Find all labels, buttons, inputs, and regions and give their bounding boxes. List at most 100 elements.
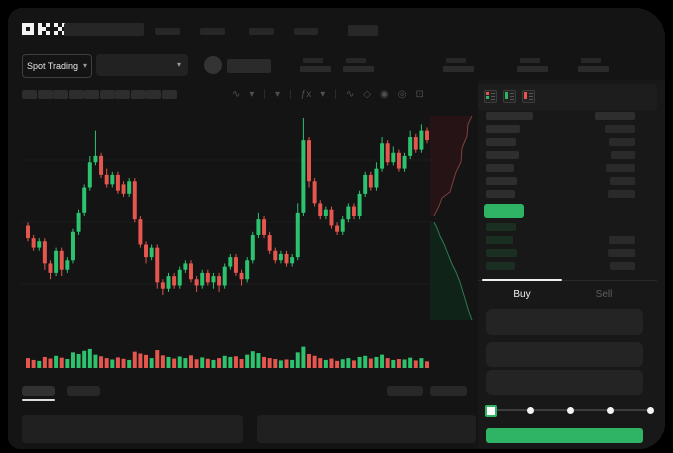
- bottom-tab-2[interactable]: [67, 386, 100, 396]
- stat-value-placeholder: [443, 66, 474, 72]
- bid-price-placeholder: [486, 262, 515, 270]
- fullscreen-icon[interactable]: ⊡: [415, 89, 424, 100]
- order-input-1[interactable]: [486, 309, 643, 335]
- line-tool-icon[interactable]: ∿: [345, 89, 355, 100]
- ask-row[interactable]: [478, 190, 657, 200]
- book-bids-icon[interactable]: [503, 90, 516, 103]
- book-icon-strip: [486, 92, 489, 95]
- nav-placeholder-wide[interactable]: [348, 25, 378, 36]
- order-input-2[interactable]: [486, 342, 643, 367]
- ask-price-placeholder: [486, 138, 516, 146]
- ask-amount-placeholder: [605, 125, 635, 133]
- interval-chevron-icon[interactable]: ▾: [275, 89, 281, 100]
- bid-price-placeholder: [486, 236, 513, 244]
- timeframe-button-5[interactable]: [84, 90, 99, 99]
- stat-label-placeholder: [581, 58, 601, 63]
- timeframe-button-9[interactable]: [146, 90, 161, 99]
- book-both-icon[interactable]: [484, 90, 497, 103]
- ask-row[interactable]: [478, 151, 657, 161]
- tabbar-divider: [478, 280, 657, 281]
- orders-panel-placeholder: [22, 415, 243, 443]
- timeframe-button-7[interactable]: [115, 90, 130, 99]
- ticker-stat-3: [443, 58, 477, 74]
- bottom-tab-1[interactable]: [22, 386, 55, 396]
- book-icon-strip: [505, 92, 508, 99]
- timeframe-button-10[interactable]: [161, 90, 177, 99]
- book-icon-line: [491, 99, 495, 100]
- timeframe-button-4[interactable]: [68, 90, 84, 99]
- active-tab-underline: [22, 399, 55, 401]
- bid-row[interactable]: [478, 223, 657, 233]
- nav-item-placeholder-1[interactable]: [155, 28, 180, 35]
- nav-item-placeholder-2[interactable]: [200, 28, 225, 35]
- timeframe-button-2[interactable]: [37, 90, 53, 99]
- book-icon-line: [510, 93, 514, 94]
- toolbar-divider: |: [334, 89, 337, 100]
- slider-stop-2[interactable]: [566, 406, 574, 414]
- book-icon-strip: [524, 92, 527, 99]
- candle-type-icon[interactable]: ∿: [232, 89, 241, 100]
- timeframe-button-8[interactable]: [130, 90, 146, 99]
- book-asks-icon[interactable]: [522, 90, 535, 103]
- nav-item-placeholder-3[interactable]: [249, 28, 274, 35]
- timeframe-button-1[interactable]: [22, 90, 37, 99]
- book-icon-line: [529, 93, 533, 94]
- ask-price-placeholder: [486, 164, 514, 172]
- timeframe-button-6[interactable]: [99, 90, 115, 99]
- pair-selector[interactable]: ▾: [96, 54, 188, 76]
- bid-row[interactable]: [478, 262, 657, 272]
- chevron-down-icon: ▾: [83, 61, 88, 70]
- slider-handle[interactable]: [485, 405, 497, 417]
- ticker-stat-5: [578, 58, 612, 74]
- stat-value-placeholder: [343, 66, 374, 72]
- volume-chart: [26, 346, 430, 368]
- slider-stop-1[interactable]: [526, 406, 534, 414]
- bottom-right-control-2[interactable]: [430, 386, 467, 396]
- indicators-icon[interactable]: ƒx: [300, 89, 312, 100]
- settings-icon[interactable]: ◎: [397, 89, 407, 100]
- tab-buy[interactable]: Buy: [482, 284, 562, 304]
- depth-chart: [430, 115, 473, 321]
- amount-slider[interactable]: [485, 404, 654, 417]
- chevron-down-icon[interactable]: ▾: [320, 89, 326, 100]
- chevron-down-icon[interactable]: ▾: [249, 89, 255, 100]
- last-price-highlight[interactable]: [484, 204, 524, 218]
- ask-row[interactable]: [478, 164, 657, 174]
- okx-logo[interactable]: [22, 21, 66, 37]
- ask-price-placeholder: [486, 151, 519, 159]
- order-input-3[interactable]: [486, 370, 643, 395]
- book-icon-line: [510, 96, 514, 97]
- slider-stop-4[interactable]: [646, 406, 654, 414]
- price-placeholder: [227, 59, 271, 73]
- bid-amount-placeholder: [608, 249, 635, 257]
- ask-amount-placeholder: [606, 164, 635, 172]
- bid-row[interactable]: [478, 236, 657, 246]
- coin-avatar[interactable]: [204, 56, 222, 74]
- buy-submit-button[interactable]: [486, 428, 643, 443]
- ask-amount-placeholder: [610, 177, 635, 185]
- camera-icon[interactable]: ◉: [379, 89, 389, 100]
- ask-price-placeholder: [486, 190, 515, 198]
- ask-price-placeholder: [486, 177, 517, 185]
- ask-row[interactable]: [478, 177, 657, 187]
- bottom-right-control-1[interactable]: [387, 386, 423, 396]
- bid-row[interactable]: [478, 249, 657, 259]
- ask-amount-placeholder: [611, 151, 635, 159]
- tab-sell[interactable]: Sell: [564, 284, 644, 304]
- candlestick-chart-canvas[interactable]: [20, 108, 432, 332]
- stat-label-placeholder: [346, 58, 366, 63]
- ask-row[interactable]: [478, 125, 657, 135]
- market-type-selector[interactable]: Spot Trading ▾: [22, 54, 92, 78]
- stat-value-placeholder: [578, 66, 609, 72]
- top-nav-bar: OKX: [8, 8, 665, 50]
- nav-item-placeholder-4[interactable]: [294, 28, 318, 35]
- slider-stop-3[interactable]: [606, 406, 614, 414]
- measure-tool-icon[interactable]: ◇: [363, 89, 371, 100]
- stat-value-placeholder: [300, 66, 331, 72]
- book-icon-line: [491, 96, 495, 97]
- timeframe-button-3[interactable]: [53, 90, 68, 99]
- toolbar-divider: |: [263, 89, 267, 100]
- bid-amount-placeholder: [609, 236, 635, 244]
- ask-row[interactable]: [478, 138, 657, 148]
- ask-price-placeholder: [486, 125, 520, 133]
